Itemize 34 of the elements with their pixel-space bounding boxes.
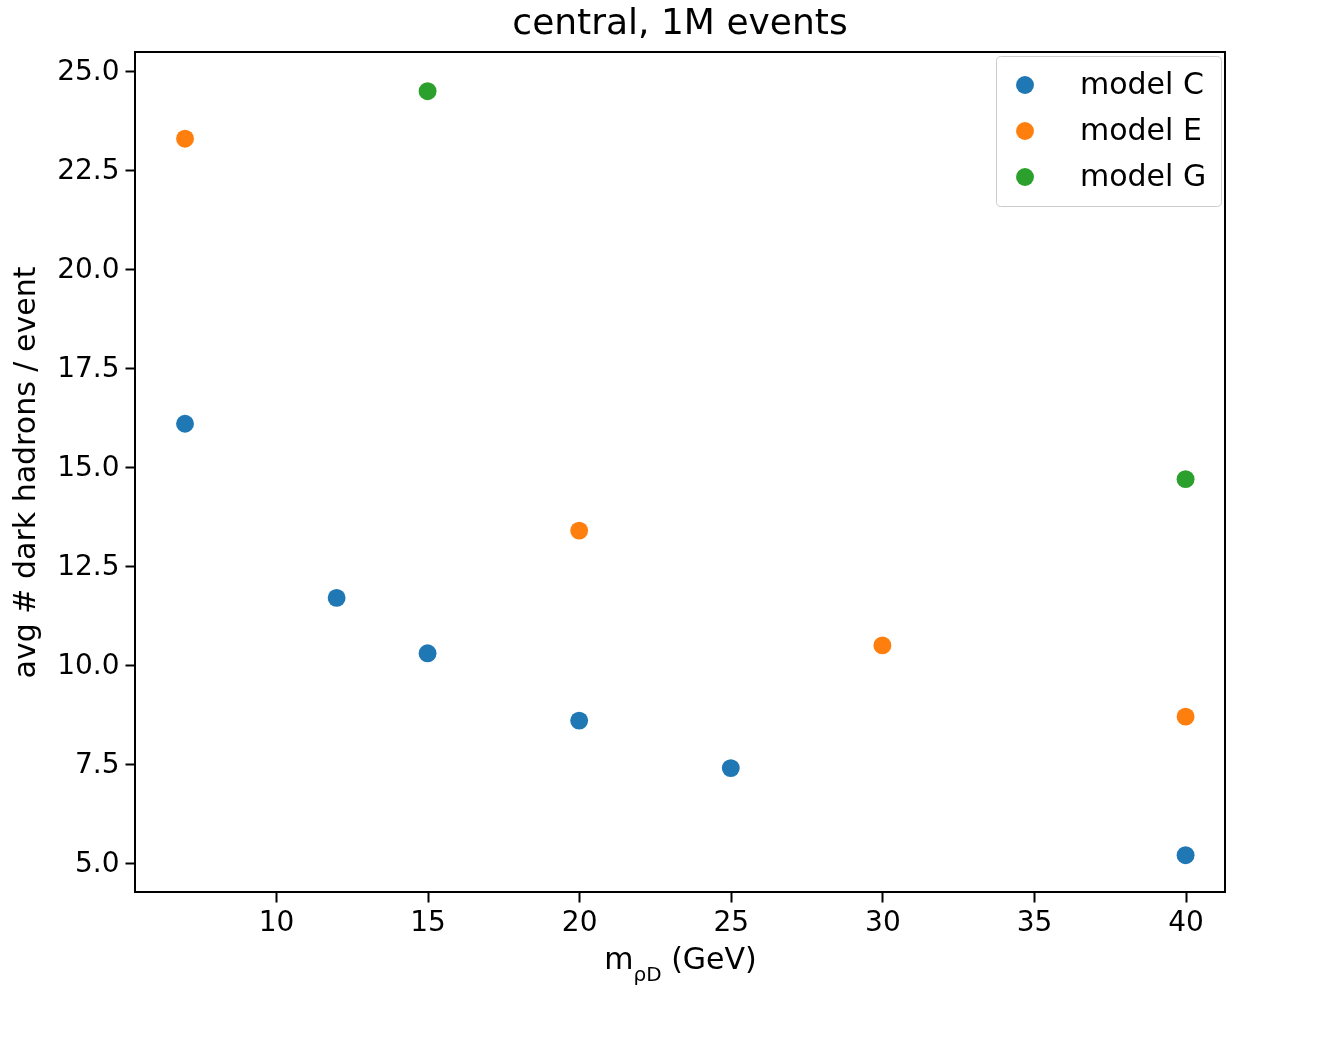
chart-title: central, 1M events <box>512 1 848 42</box>
point <box>418 82 437 101</box>
x-tick-label: 20 <box>561 904 598 938</box>
point <box>176 414 194 433</box>
y-tick-label: 10.0 <box>57 647 120 681</box>
legend-label: model G <box>1080 158 1207 193</box>
point <box>176 129 194 148</box>
y-tick-label: 7.5 <box>74 746 120 780</box>
point <box>1176 470 1195 489</box>
point <box>327 588 346 607</box>
point <box>418 644 437 663</box>
y-tick-label: 12.5 <box>57 548 120 582</box>
y-tick-label: 15.0 <box>57 449 120 483</box>
point <box>1176 846 1195 865</box>
x-tick-label: 35 <box>1016 904 1053 938</box>
y-tick-label: 22.5 <box>57 152 120 186</box>
point <box>1176 707 1195 726</box>
legend-label: model E <box>1080 112 1202 147</box>
point <box>873 636 892 655</box>
point <box>570 711 589 730</box>
x-tick-label: 25 <box>713 904 750 938</box>
point <box>570 521 589 540</box>
legend-label: model C <box>1080 66 1204 101</box>
x-tick-label: 30 <box>865 904 901 938</box>
x-axis-title: m$_{ρD}$ (GeV) <box>604 940 757 986</box>
y-tick-label: 5.0 <box>74 845 120 879</box>
x-tick-label: 15 <box>410 904 446 938</box>
x-tick-label: 10 <box>258 904 295 938</box>
x-tick-label: 40 <box>1168 904 1204 938</box>
point <box>721 759 740 778</box>
y-tick-label: 20.0 <box>57 251 120 285</box>
y-tick-label: 17.5 <box>57 350 120 384</box>
y-axis-title: avg # dark hadrons / event <box>7 266 43 679</box>
y-tick-label: 25.0 <box>57 53 120 87</box>
